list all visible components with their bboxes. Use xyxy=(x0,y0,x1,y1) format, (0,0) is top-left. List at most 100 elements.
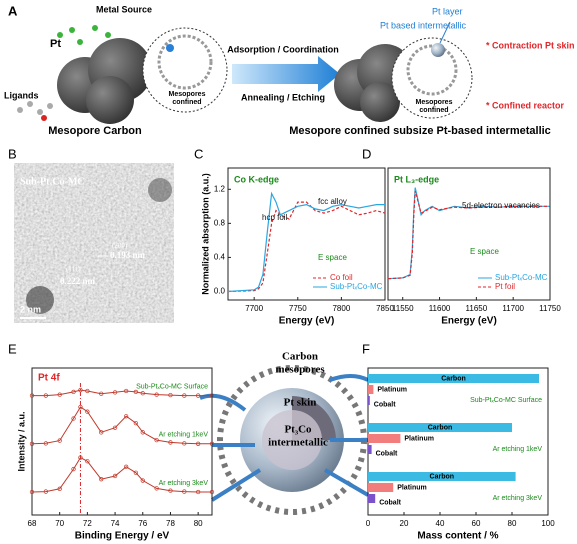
x-tick-label: 40 xyxy=(436,519,445,528)
zoom-label: confined xyxy=(419,107,448,114)
data-point xyxy=(112,473,118,479)
x-tick-label: 72 xyxy=(83,519,92,528)
annotation: fcc alloy xyxy=(318,197,347,206)
data-point xyxy=(43,441,48,446)
core xyxy=(262,410,322,470)
data-point xyxy=(71,466,76,472)
x-tick-label: 11700 xyxy=(502,304,524,313)
data-point xyxy=(196,393,201,398)
metal-source-label: Metal Source xyxy=(96,4,152,14)
plane-label: (111) xyxy=(66,266,81,274)
annotation: hcp foil xyxy=(262,213,288,222)
x-tick-label: 7850 xyxy=(376,304,394,313)
panel-label: E xyxy=(8,341,17,356)
x-tick-label: 80 xyxy=(508,519,517,528)
annotation: E space xyxy=(470,247,499,256)
chart-title: Pt 4f xyxy=(38,373,60,384)
data-point xyxy=(154,392,159,397)
bar-label: Platinum xyxy=(377,386,407,393)
spectrum xyxy=(31,456,212,493)
data-point xyxy=(112,425,118,430)
pt-particle xyxy=(431,43,445,57)
carbon-particle xyxy=(360,82,400,122)
bar-label: Cobalt xyxy=(379,499,401,506)
process-arrow xyxy=(232,56,340,92)
data-point xyxy=(29,393,35,398)
chart-title: Co K-edge xyxy=(234,174,279,184)
data-point xyxy=(209,489,215,495)
group-label: Sub-PtₓCo-MC Surface xyxy=(470,397,542,404)
label: Carbon xyxy=(282,351,318,363)
bar-label: Carbon xyxy=(430,473,455,480)
data-point xyxy=(71,416,76,421)
dark-region xyxy=(148,178,172,202)
ligands-label: Ligands xyxy=(4,90,39,100)
panel-label: B xyxy=(8,146,17,161)
data-point xyxy=(182,489,187,494)
data-point xyxy=(133,389,138,395)
panel-b: B Sub-PtₓCo-MC (200) 0.193 nm (111) 0.22… xyxy=(8,146,174,323)
bar-label: Cobalt xyxy=(374,401,396,408)
scale-label: 2 nm xyxy=(20,304,41,314)
data-point xyxy=(140,478,145,483)
bar xyxy=(368,385,374,394)
panel-label: C xyxy=(194,146,203,161)
data-point xyxy=(78,404,83,410)
x-tick-label: 20 xyxy=(400,519,409,528)
x-tick-label: 60 xyxy=(472,519,481,528)
x-axis-label: Energy (eV) xyxy=(441,316,497,327)
data-point xyxy=(140,430,145,435)
legend-label: Co foil xyxy=(330,273,353,282)
data-point xyxy=(168,392,173,398)
arrow-label: Adsorption / Coordination xyxy=(227,44,339,54)
data-point xyxy=(99,477,104,482)
bar-label: Carbon xyxy=(428,424,453,431)
annotation: 5d-electron vacancies xyxy=(462,201,540,210)
x-tick-label: 76 xyxy=(138,519,147,528)
carbon-particle xyxy=(86,76,134,124)
pointer-arrow xyxy=(199,393,247,412)
bar xyxy=(368,396,370,405)
x-tick-label: 7800 xyxy=(332,304,350,313)
data-point xyxy=(78,455,83,460)
x-axis-label: Binding Energy / eV xyxy=(75,531,170,542)
plot-frame xyxy=(387,167,551,301)
y-axis-label: Intensity / a.u. xyxy=(16,411,26,471)
data-point xyxy=(85,388,90,394)
data-point xyxy=(209,393,215,398)
series-label: Ar etching 1keV xyxy=(159,432,209,439)
bar-label: Cobalt xyxy=(376,450,398,457)
bar-label: Platinum xyxy=(404,435,434,442)
zoom-label: Mesopores xyxy=(416,99,453,106)
y-tick-label: 0.8 xyxy=(214,218,226,227)
caption: Mesopore confined subsize Pt-based inter… xyxy=(289,125,551,137)
data-point xyxy=(29,441,35,446)
spectrum xyxy=(32,389,212,397)
pointer xyxy=(439,21,451,44)
metal-atoms xyxy=(57,25,111,45)
ligand-atoms xyxy=(17,101,53,121)
bar xyxy=(368,374,539,383)
data-point xyxy=(209,441,215,446)
data-point xyxy=(57,486,62,491)
data-point xyxy=(112,390,118,395)
zoom-label: Mesopores xyxy=(169,91,206,98)
x-tick-label: 0 xyxy=(366,519,371,528)
data-point xyxy=(133,420,138,426)
chart-title: Pt L₃-edge xyxy=(394,174,439,184)
note: * Contraction Pt skin xyxy=(486,40,575,50)
note: * Confined reactor xyxy=(486,100,565,110)
data-point xyxy=(78,387,83,393)
dark-region xyxy=(26,286,54,314)
data-point xyxy=(85,459,90,464)
data-point xyxy=(71,389,76,395)
bar xyxy=(368,483,394,492)
group-label: Ar etching 3keV xyxy=(493,495,543,502)
plot-frame xyxy=(227,167,386,301)
label: Pt skin xyxy=(284,397,317,409)
pt-label: Pt xyxy=(50,38,61,50)
x-tick-label: 70 xyxy=(55,519,64,528)
x-tick-label: 11600 xyxy=(429,304,451,313)
x-tick-label: 100 xyxy=(541,519,555,528)
